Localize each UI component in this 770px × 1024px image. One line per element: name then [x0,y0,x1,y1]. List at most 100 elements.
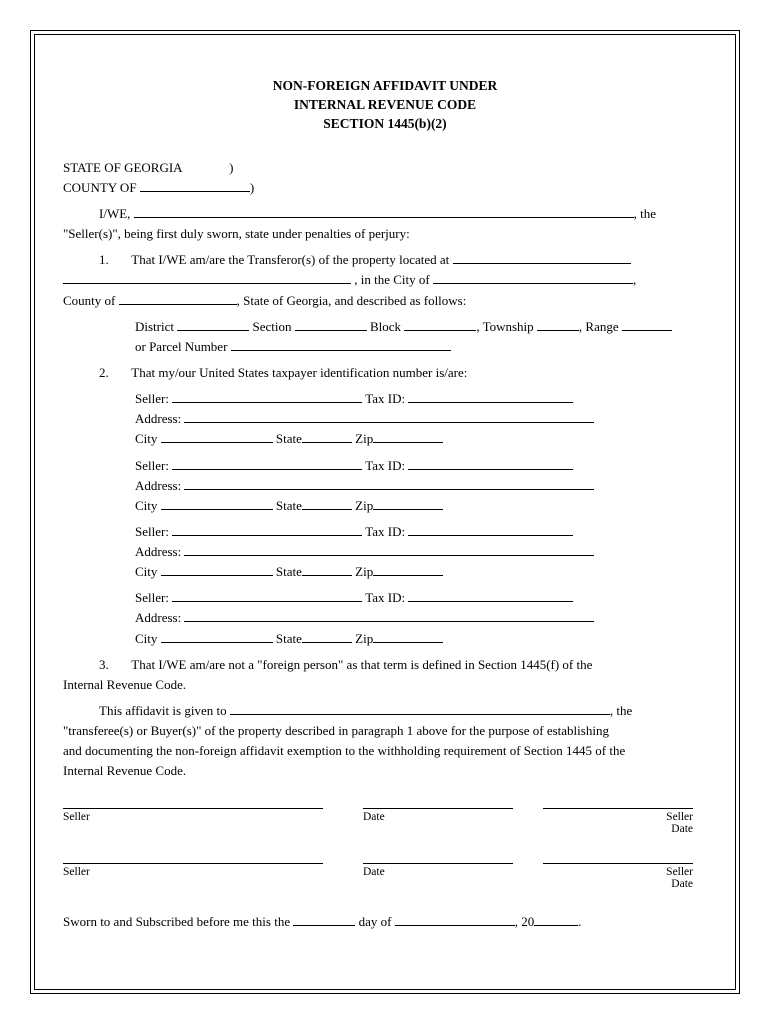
sig-lbl-date-r: Date [671,823,693,835]
para-3: 3. That I/WE am/are not a "foreign perso… [63,655,707,675]
sig-lbl-date: Date [363,811,385,823]
p1-text-c: County of [63,293,115,308]
para-3b: Internal Revenue Code. [63,675,707,695]
p3-text: That I/WE am/are not a "foreign person" … [131,657,592,672]
blank-city-4 [161,630,273,643]
blank-address-1 [184,410,594,423]
lbl-parcel: or Parcel Number [135,339,227,354]
aff-l1: This affidavit is given to , the [63,701,707,721]
para-1-l3: County of , State of Georgia, and descri… [63,291,707,311]
blank-seller-1 [172,390,362,403]
sig-lbl-date-2r: Date [671,878,693,890]
sig-lbl-seller-r: Seller [666,811,693,823]
p1-text-a: That I/WE am/are the Transferor(s) of th… [131,252,449,267]
blank-block [404,318,476,331]
blank-sworn-year [534,913,578,926]
iwe-line: I/WE, , the [63,204,707,224]
blank-zip-1 [373,430,443,443]
sig-lbl-seller: Seller [63,811,90,823]
num-2: 2. [99,365,109,380]
lbl-taxid: Tax ID: [365,524,405,539]
p2-text: That my/our United States taxpayer ident… [131,365,467,380]
p1-blank-4 [119,292,237,305]
blank-seller-2 [172,457,362,470]
lbl-seller: Seller: [135,391,169,406]
sig-row-2: Seller Date Seller Date [63,863,707,890]
blank-state-1 [302,430,352,443]
blank-zip-3 [373,563,443,576]
blank-address-2 [184,477,594,490]
para-2: 2. That my/our United States taxpayer id… [63,363,707,383]
sig-line-seller-1 [63,808,323,809]
blank-city-1 [161,430,273,443]
num-1: 1. [99,252,109,267]
lbl-township: , Township [476,319,533,334]
lbl-state: State [276,431,302,446]
blank-state-3 [302,563,352,576]
blank-district [177,318,249,331]
blank-zip-4 [373,630,443,643]
aff-l4: Internal Revenue Code. [63,761,707,781]
sworn-c: , 20 [515,914,535,929]
seller-block-4: Seller: Tax ID: Address: City State Zip [63,588,707,648]
lbl-section: Section [253,319,292,334]
blank-sworn-month [395,913,515,926]
desc-line-2: or Parcel Number [63,337,707,357]
p1-blank-3 [433,271,633,284]
lbl-address: Address: [135,411,181,426]
aff-l2: "transferee(s) or Buyer(s)" of the prope… [63,721,707,741]
blank-address-4 [184,609,594,622]
lbl-city: City [135,631,157,646]
lbl-district: District [135,319,174,334]
lbl-zip: Zip [355,431,373,446]
iwe-blank [134,205,634,218]
sig-lbl-seller-2: Seller [63,866,90,878]
blank-range [622,318,672,331]
sellers-sworn: "Seller(s)", being first duly sworn, sta… [63,224,707,244]
sig-lbl-seller-2r: Seller [666,866,693,878]
para-1: 1. That I/WE am/are the Transferor(s) of… [63,250,707,270]
blank-taxid-3 [408,523,573,536]
aff1-text: This affidavit is given to [99,703,227,718]
num-3: 3. [99,657,109,672]
seller-block-3: Seller: Tax ID: Address: City State Zip [63,522,707,582]
county-label: COUNTY OF [63,180,137,195]
lbl-block: Block [370,319,401,334]
p1-blank-2 [63,271,351,284]
lbl-zip: Zip [355,498,373,513]
lbl-taxid: Tax ID: [365,391,405,406]
sworn-b: day of [359,914,392,929]
para-1-l2: , in the City of , [63,270,707,290]
blank-zip-2 [373,497,443,510]
blank-township [537,318,579,331]
the-trailer: , the [634,206,656,221]
p1-text-d: , State of Georgia, and described as fol… [237,293,467,308]
sig-line-date-1 [363,808,513,809]
lbl-state: State [276,564,302,579]
document-title: NON-FOREIGN AFFIDAVIT UNDER INTERNAL REV… [63,77,707,134]
sig-line-seller-2b [543,863,693,864]
title-line-3: SECTION 1445(b)(2) [63,115,707,134]
p1-blank-1 [453,251,631,264]
lbl-city: City [135,498,157,513]
blank-city-3 [161,563,273,576]
blank-taxid-2 [408,457,573,470]
aff-blank [230,702,610,715]
lbl-seller: Seller: [135,524,169,539]
sig-line-seller-2 [63,863,323,864]
lbl-address: Address: [135,544,181,559]
document-page: NON-FOREIGN AFFIDAVIT UNDER INTERNAL REV… [34,34,736,990]
blank-city-2 [161,497,273,510]
lbl-state: State [276,498,302,513]
desc-line-1: District Section Block , Township , Rang… [63,317,707,337]
title-line-1: NON-FOREIGN AFFIDAVIT UNDER [63,77,707,96]
lbl-address: Address: [135,610,181,625]
lbl-address: Address: [135,478,181,493]
iwe-label: I/WE, [99,206,130,221]
blank-address-3 [184,543,594,556]
aff-l3: and documenting the non-foreign affidavi… [63,741,707,761]
blank-section [295,318,367,331]
lbl-taxid: Tax ID: [365,458,405,473]
lbl-zip: Zip [355,564,373,579]
sig-lbl-date-2: Date [363,866,385,878]
